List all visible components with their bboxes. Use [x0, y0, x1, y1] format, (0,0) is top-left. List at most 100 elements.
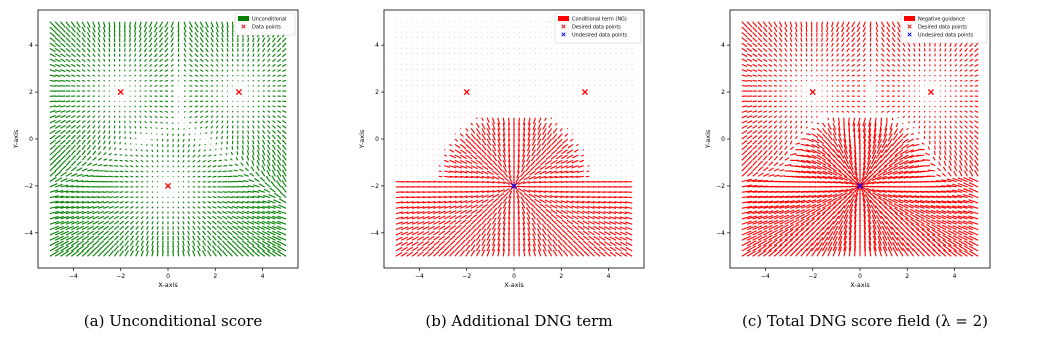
arrow-head	[459, 230, 461, 232]
arrow-head	[267, 80, 269, 82]
arrow-dot	[400, 143, 402, 145]
arrow	[271, 176, 276, 182]
arrow-dot	[465, 79, 467, 81]
arrow	[272, 69, 276, 72]
arrow	[257, 140, 260, 145]
arrow	[87, 125, 91, 129]
arrow	[189, 26, 193, 32]
arrow-head	[107, 220, 109, 223]
arrow	[212, 201, 217, 204]
arrow-dot	[411, 53, 413, 55]
arrow-head	[277, 134, 279, 137]
arrow-head	[117, 200, 119, 203]
arrow-head	[234, 163, 236, 165]
arrow-head	[276, 164, 279, 167]
arrow-head	[437, 246, 440, 248]
arrow	[97, 221, 104, 225]
arrow-head	[184, 31, 187, 33]
arrow	[252, 69, 255, 72]
arrow	[108, 53, 111, 57]
arrow-dot	[411, 154, 413, 156]
arrow-dot	[416, 90, 418, 92]
arrow-head	[94, 80, 96, 82]
arrow-head	[267, 45, 269, 48]
arrow	[271, 181, 276, 188]
arrow-dot	[146, 138, 147, 140]
arrow	[54, 130, 60, 135]
arrow-head	[247, 56, 249, 58]
arrow-dot	[432, 31, 434, 33]
arrow-head	[102, 240, 104, 243]
arrow-head	[202, 75, 204, 77]
arrow-head	[207, 250, 210, 253]
arrow-head	[267, 100, 269, 102]
arrow-head	[474, 224, 477, 226]
arrow	[156, 231, 159, 236]
arrow-head	[227, 125, 229, 127]
arrow-head	[134, 110, 136, 112]
arrow	[199, 48, 204, 52]
arrow-dot	[411, 122, 413, 124]
arrow-head	[256, 165, 259, 168]
arrow-head	[153, 30, 156, 33]
arrow	[87, 162, 92, 167]
arrow	[97, 251, 104, 257]
arrow	[55, 79, 60, 82]
arrow	[282, 37, 287, 42]
arrow	[54, 155, 61, 161]
arrow	[183, 79, 186, 82]
arrow-head	[257, 51, 259, 53]
arrow-head	[227, 46, 229, 48]
arrow	[49, 145, 55, 151]
arrow	[154, 37, 158, 42]
arrow-head	[73, 45, 76, 48]
arrow	[202, 175, 206, 178]
arrow	[217, 211, 222, 215]
arrow-head	[257, 75, 259, 77]
arrow	[449, 205, 456, 209]
arrow	[227, 221, 233, 225]
arrow	[108, 110, 111, 113]
arrow-head	[432, 241, 435, 243]
arrow-head	[79, 110, 81, 112]
arrow	[406, 226, 413, 231]
arrow-head	[237, 250, 239, 253]
arrow-dot	[438, 149, 440, 151]
arrow-head	[87, 225, 89, 228]
arrow-head	[212, 196, 214, 198]
arrow	[199, 37, 204, 42]
arrow-dot	[438, 117, 440, 119]
arrow	[76, 246, 84, 252]
arrow-head	[400, 246, 403, 249]
arrow-head	[187, 216, 189, 218]
arrow	[454, 143, 460, 148]
arrow	[81, 196, 88, 199]
arrow	[139, 105, 142, 108]
arrow-head	[463, 250, 465, 252]
arrow	[262, 241, 271, 247]
arrow-head	[227, 130, 229, 132]
arrow-head	[109, 130, 111, 132]
arrow-head	[422, 226, 425, 229]
arrow-dot	[411, 101, 413, 103]
arrow	[465, 224, 471, 231]
arrow	[267, 74, 271, 77]
arrow	[108, 64, 111, 67]
arrow-head	[447, 250, 450, 253]
arrow-head	[88, 135, 91, 137]
arrow	[140, 211, 144, 215]
arrow-head	[78, 139, 81, 142]
arrow	[187, 216, 190, 220]
arrow	[76, 53, 81, 57]
arrow	[182, 154, 185, 158]
arrow-dot	[411, 127, 413, 129]
arrow-head	[257, 215, 259, 218]
arrow-head	[231, 200, 234, 203]
arrow-head	[167, 211, 169, 212]
arrow-head	[212, 205, 214, 208]
arrow-head	[432, 251, 434, 254]
arrow	[282, 155, 287, 161]
arrow	[282, 150, 287, 156]
arrow	[134, 74, 137, 77]
arrow-head	[231, 31, 234, 33]
